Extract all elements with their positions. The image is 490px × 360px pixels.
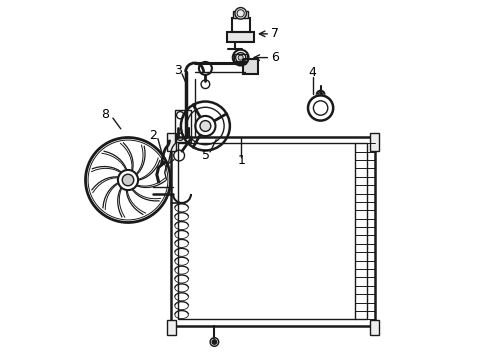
Bar bbox=[167, 320, 176, 335]
Bar bbox=[370, 320, 379, 335]
Text: 2: 2 bbox=[149, 129, 157, 141]
Bar bbox=[233, 11, 248, 18]
Bar bbox=[171, 137, 374, 326]
Text: 3: 3 bbox=[174, 64, 182, 77]
Text: 6: 6 bbox=[271, 51, 279, 64]
Circle shape bbox=[238, 55, 243, 60]
Bar bbox=[167, 133, 176, 151]
Text: 8: 8 bbox=[101, 108, 109, 121]
Circle shape bbox=[210, 338, 219, 346]
Text: 5: 5 bbox=[202, 149, 211, 162]
Circle shape bbox=[212, 340, 217, 344]
Text: 1: 1 bbox=[238, 154, 245, 167]
Bar bbox=[234, 54, 247, 61]
Bar bbox=[370, 133, 379, 151]
Bar bbox=[175, 110, 191, 142]
Circle shape bbox=[122, 174, 134, 186]
Bar bbox=[232, 18, 250, 32]
Bar bbox=[178, 143, 368, 319]
Text: 7: 7 bbox=[271, 27, 279, 40]
Bar bbox=[227, 32, 254, 42]
Bar bbox=[243, 59, 258, 74]
Circle shape bbox=[200, 121, 211, 131]
Text: 4: 4 bbox=[309, 66, 317, 79]
Circle shape bbox=[235, 8, 246, 19]
